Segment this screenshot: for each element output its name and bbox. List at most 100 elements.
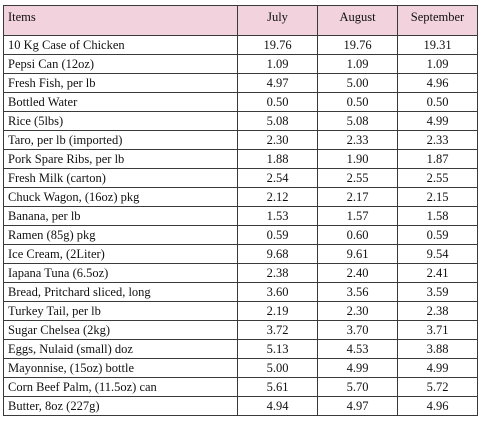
september-price-cell: 4.96 xyxy=(397,396,478,416)
table-row: Chuck Wagon, (16oz) pkg 2.12 2.17 2.15 xyxy=(3,187,478,207)
item-name-cell: Chuck Wagon, (16oz) pkg xyxy=(3,187,238,207)
july-price-cell: 1.88 xyxy=(237,149,318,169)
column-header-items: Items xyxy=(3,5,238,36)
august-price-cell: 3.70 xyxy=(317,320,398,340)
september-price-cell: 2.41 xyxy=(397,263,478,283)
table-row: Iapana Tuna (6.5oz) 2.38 2.40 2.41 xyxy=(3,263,478,283)
item-name-cell: Rice (5lbs) xyxy=(3,111,238,131)
item-name-cell: Bread, Pritchard sliced, long xyxy=(3,282,238,302)
august-price-cell: 4.99 xyxy=(317,358,398,378)
september-price-cell: 3.71 xyxy=(397,320,478,340)
september-price-cell: 4.99 xyxy=(397,111,478,131)
september-price-cell: 5.72 xyxy=(397,377,478,397)
table-row: Banana, per lb 1.53 1.57 1.58 xyxy=(3,206,478,226)
july-price-cell: 9.68 xyxy=(237,244,318,264)
august-price-cell: 2.33 xyxy=(317,130,398,150)
july-price-cell: 2.38 xyxy=(237,263,318,283)
item-name-cell: Bottled Water xyxy=(3,92,238,112)
item-name-cell: Pork Spare Ribs, per lb xyxy=(3,149,238,169)
july-price-cell: 0.50 xyxy=(237,92,318,112)
august-price-cell: 19.76 xyxy=(317,35,398,55)
september-price-cell: 4.99 xyxy=(397,358,478,378)
table-row: Ramen (85g) pkg 0.59 0.60 0.59 xyxy=(3,225,478,245)
august-price-cell: 2.40 xyxy=(317,263,398,283)
august-price-cell: 9.61 xyxy=(317,244,398,264)
august-price-cell: 0.60 xyxy=(317,225,398,245)
july-price-cell: 5.00 xyxy=(237,358,318,378)
july-price-cell: 2.12 xyxy=(237,187,318,207)
table-row: Bottled Water 0.50 0.50 0.50 xyxy=(3,92,478,112)
july-price-cell: 0.59 xyxy=(237,225,318,245)
july-price-cell: 5.13 xyxy=(237,339,318,359)
september-price-cell: 1.09 xyxy=(397,54,478,74)
august-price-cell: 1.57 xyxy=(317,206,398,226)
item-name-cell: Pepsi Can (12oz) xyxy=(3,54,238,74)
august-price-cell: 2.17 xyxy=(317,187,398,207)
august-price-cell: 5.08 xyxy=(317,111,398,131)
item-name-cell: Mayonnise, (15oz) bottle xyxy=(3,358,238,378)
september-price-cell: 2.55 xyxy=(397,168,478,188)
header-row: Items July August September xyxy=(3,5,478,36)
item-name-cell: Fresh Fish, per lb xyxy=(3,73,238,93)
table-body: 10 Kg Case of Chicken 19.76 19.76 19.31 Peps… xyxy=(3,35,478,416)
table-row: Bread, Pritchard sliced, long 3.60 3.56 3.5… xyxy=(3,282,478,302)
july-price-cell: 1.53 xyxy=(237,206,318,226)
item-name-cell: Turkey Tail, per lb xyxy=(3,301,238,321)
august-price-cell: 4.53 xyxy=(317,339,398,359)
september-price-cell: 1.87 xyxy=(397,149,478,169)
table-row: Butter, 8oz (227g) 4.94 4.97 4.96 xyxy=(3,396,478,416)
table-row: Eggs, Nulaid (small) doz 5.13 4.53 3.88 xyxy=(3,339,478,359)
september-price-cell: 2.38 xyxy=(397,301,478,321)
july-price-cell: 19.76 xyxy=(237,35,318,55)
september-price-cell: 2.15 xyxy=(397,187,478,207)
september-price-cell: 9.54 xyxy=(397,244,478,264)
july-price-cell: 2.19 xyxy=(237,301,318,321)
item-name-cell: Ice Cream, (2Liter) xyxy=(3,244,238,264)
table-row: Fresh Milk (carton) 2.54 2.55 2.55 xyxy=(3,168,478,188)
august-price-cell: 3.56 xyxy=(317,282,398,302)
september-price-cell: 3.88 xyxy=(397,339,478,359)
item-name-cell: 10 Kg Case of Chicken xyxy=(3,35,238,55)
august-price-cell: 5.00 xyxy=(317,73,398,93)
column-header-july: July xyxy=(237,5,318,36)
september-price-cell: 1.58 xyxy=(397,206,478,226)
july-price-cell: 3.60 xyxy=(237,282,318,302)
august-price-cell: 5.70 xyxy=(317,377,398,397)
august-price-cell: 2.55 xyxy=(317,168,398,188)
item-name-cell: Fresh Milk (carton) xyxy=(3,168,238,188)
september-price-cell: 2.33 xyxy=(397,130,478,150)
july-price-cell: 5.08 xyxy=(237,111,318,131)
item-name-cell: Taro, per lb (imported) xyxy=(3,130,238,150)
item-name-cell: Iapana Tuna (6.5oz) xyxy=(3,263,238,283)
table-row: 10 Kg Case of Chicken 19.76 19.76 19.31 xyxy=(3,35,478,55)
july-price-cell: 2.54 xyxy=(237,168,318,188)
july-price-cell: 4.94 xyxy=(237,396,318,416)
table-row: Ice Cream, (2Liter) 9.68 9.61 9.54 xyxy=(3,244,478,264)
item-name-cell: Eggs, Nulaid (small) doz xyxy=(3,339,238,359)
july-price-cell: 1.09 xyxy=(237,54,318,74)
item-name-cell: Corn Beef Palm, (11.5oz) can xyxy=(3,377,238,397)
september-price-cell: 0.50 xyxy=(397,92,478,112)
table-row: Sugar Chelsea (2kg) 3.72 3.70 3.71 xyxy=(3,320,478,340)
july-price-cell: 5.61 xyxy=(237,377,318,397)
august-price-cell: 0.50 xyxy=(317,92,398,112)
table-row: Taro, per lb (imported) 2.30 2.33 2.33 xyxy=(3,130,478,150)
table-row: Pork Spare Ribs, per lb 1.88 1.90 1.87 xyxy=(3,149,478,169)
august-price-cell: 2.30 xyxy=(317,301,398,321)
table-row: Turkey Tail, per lb 2.19 2.30 2.38 xyxy=(3,301,478,321)
august-price-cell: 1.90 xyxy=(317,149,398,169)
september-price-cell: 3.59 xyxy=(397,282,478,302)
item-name-cell: Ramen (85g) pkg xyxy=(3,225,238,245)
item-name-cell: Butter, 8oz (227g) xyxy=(3,396,238,416)
august-price-cell: 4.97 xyxy=(317,396,398,416)
table-row: Fresh Fish, per lb 4.97 5.00 4.96 xyxy=(3,73,478,93)
item-name-cell: Banana, per lb xyxy=(3,206,238,226)
september-price-cell: 4.96 xyxy=(397,73,478,93)
column-header-august: August xyxy=(317,5,398,36)
table-row: Corn Beef Palm, (11.5oz) can 5.61 5.70 5.72 xyxy=(3,377,478,397)
august-price-cell: 1.09 xyxy=(317,54,398,74)
july-price-cell: 3.72 xyxy=(237,320,318,340)
september-price-cell: 19.31 xyxy=(397,35,478,55)
september-price-cell: 0.59 xyxy=(397,225,478,245)
table-row: Rice (5lbs) 5.08 5.08 4.99 xyxy=(3,111,478,131)
